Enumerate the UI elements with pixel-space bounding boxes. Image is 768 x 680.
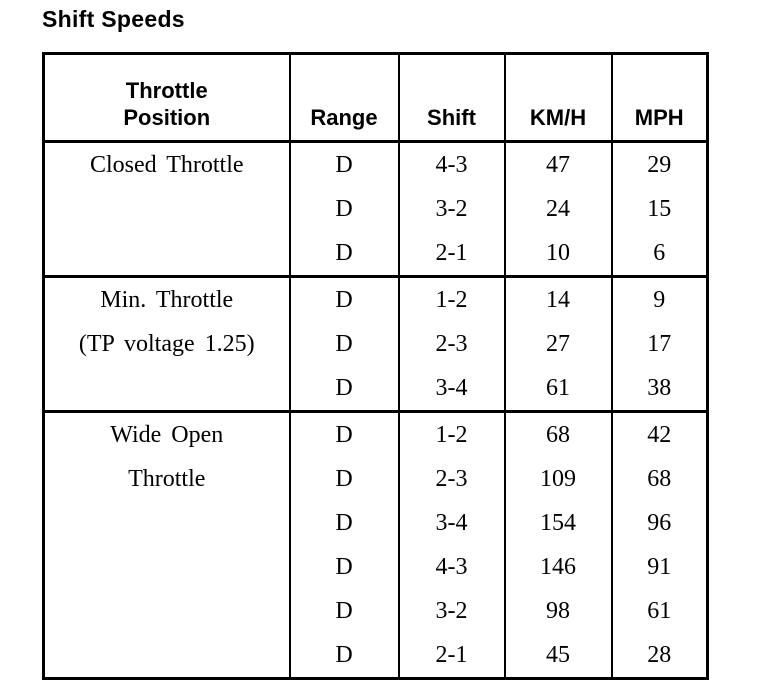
table-row: Min. Throttle (TP voltage 1.25) D 1-2 14… — [44, 276, 708, 357]
cell-mph: 38 — [610, 366, 708, 412]
cell-range: D — [288, 187, 399, 231]
cell-kmh: 98 — [503, 589, 612, 633]
table-row: D 4-3 146 91 — [44, 545, 708, 589]
cell-range: D — [288, 366, 399, 412]
cell-range: D — [288, 633, 399, 679]
section-label-line: Throttle — [128, 466, 206, 492]
table-row: Wide Open Throttle D 1-2 68 42 — [44, 411, 708, 492]
cell-shift: 3-4 — [397, 366, 505, 412]
section-label-line: (TP voltage 1.25) — [78, 331, 255, 357]
cell-shift: 4-3 — [397, 141, 505, 187]
cell-kmh: 61 — [503, 366, 612, 412]
header-throttle-position: Throttle Position — [43, 53, 290, 143]
table-row: D 2-1 10 6 — [44, 231, 708, 277]
cell-mph: 17 — [610, 322, 708, 366]
shift-speeds-table: Throttle Position Range Shift KM/H MPH C… — [42, 52, 709, 680]
cell-range: D — [288, 411, 399, 457]
cell-shift: 2-1 — [397, 231, 505, 277]
cell-shift: 3-4 — [397, 501, 505, 545]
table-row: Closed Throttle D 4-3 47 29 — [44, 141, 708, 187]
cell-shift: 1-2 — [397, 276, 505, 322]
cell-range: D — [288, 457, 399, 501]
cell-kmh: 14 — [503, 276, 612, 322]
section-min-throttle: Min. Throttle (TP voltage 1.25) D 1-2 14… — [43, 276, 708, 412]
page-title: Shift Speeds — [42, 6, 185, 32]
cell-range: D — [288, 545, 399, 589]
cell-kmh: 146 — [503, 545, 612, 589]
cell-kmh: 47 — [503, 141, 612, 187]
section-closed-throttle: Closed Throttle D 4-3 47 29 D 3-2 24 15 … — [43, 141, 708, 277]
cell-mph: 9 — [610, 276, 708, 322]
section-label-line: Closed Throttle — [89, 152, 244, 178]
cell-mph: 61 — [610, 589, 708, 633]
table-row: D 3-2 24 15 — [44, 187, 708, 231]
table-row: D 3-4 61 38 — [44, 366, 708, 412]
cell-mph: 15 — [610, 187, 708, 231]
cell-mph: 6 — [610, 231, 708, 277]
cell-range: D — [288, 589, 399, 633]
section-label-line: Min. Throttle — [100, 287, 234, 313]
header-mph: MPH — [610, 53, 708, 143]
cell-range: D — [288, 322, 399, 366]
cell-kmh: 27 — [503, 322, 612, 366]
table-row: D 2-1 45 28 — [44, 633, 708, 679]
cell-mph: 28 — [610, 633, 708, 679]
cell-mph: 68 — [610, 457, 708, 501]
cell-mph: 29 — [610, 141, 708, 187]
cell-mph: 96 — [610, 501, 708, 545]
header-kmh: KM/H — [503, 53, 612, 143]
section-wide-open-throttle: Wide Open Throttle D 1-2 68 42 D 2-3 109… — [43, 411, 708, 679]
section-label-wide-open-throttle: Wide Open Throttle — [44, 412, 290, 680]
cell-kmh: 109 — [503, 457, 612, 501]
cell-kmh: 45 — [503, 633, 612, 679]
cell-range: D — [288, 231, 399, 277]
cell-mph: 42 — [610, 411, 708, 457]
header-row: Throttle Position Range Shift KM/H MPH — [43, 53, 708, 143]
cell-range: D — [288, 141, 399, 187]
header-shift: Shift — [397, 53, 505, 143]
header-range: Range — [288, 53, 399, 143]
cell-shift: 4-3 — [397, 545, 505, 589]
cell-shift: 2-1 — [397, 633, 505, 679]
table-row: D 2-3 27 17 — [44, 322, 708, 366]
cell-kmh: 154 — [503, 501, 612, 545]
table-row: D 3-2 98 61 — [44, 589, 708, 633]
cell-mph: 91 — [610, 545, 708, 589]
section-label-closed-throttle: Closed Throttle — [44, 142, 290, 277]
cell-range: D — [288, 501, 399, 545]
section-label-line: Wide Open — [110, 422, 224, 448]
cell-kmh: 24 — [503, 187, 612, 231]
table-row: D 2-3 109 68 — [44, 457, 708, 501]
table-row: D 3-4 154 96 — [44, 501, 708, 545]
cell-kmh: 68 — [503, 411, 612, 457]
cell-kmh: 10 — [503, 231, 612, 277]
cell-shift: 2-3 — [397, 322, 505, 366]
cell-range: D — [288, 276, 399, 322]
section-label-min-throttle: Min. Throttle (TP voltage 1.25) — [44, 277, 290, 412]
cell-shift: 3-2 — [397, 589, 505, 633]
cell-shift: 1-2 — [397, 411, 505, 457]
cell-shift: 2-3 — [397, 457, 505, 501]
cell-shift: 3-2 — [397, 187, 505, 231]
